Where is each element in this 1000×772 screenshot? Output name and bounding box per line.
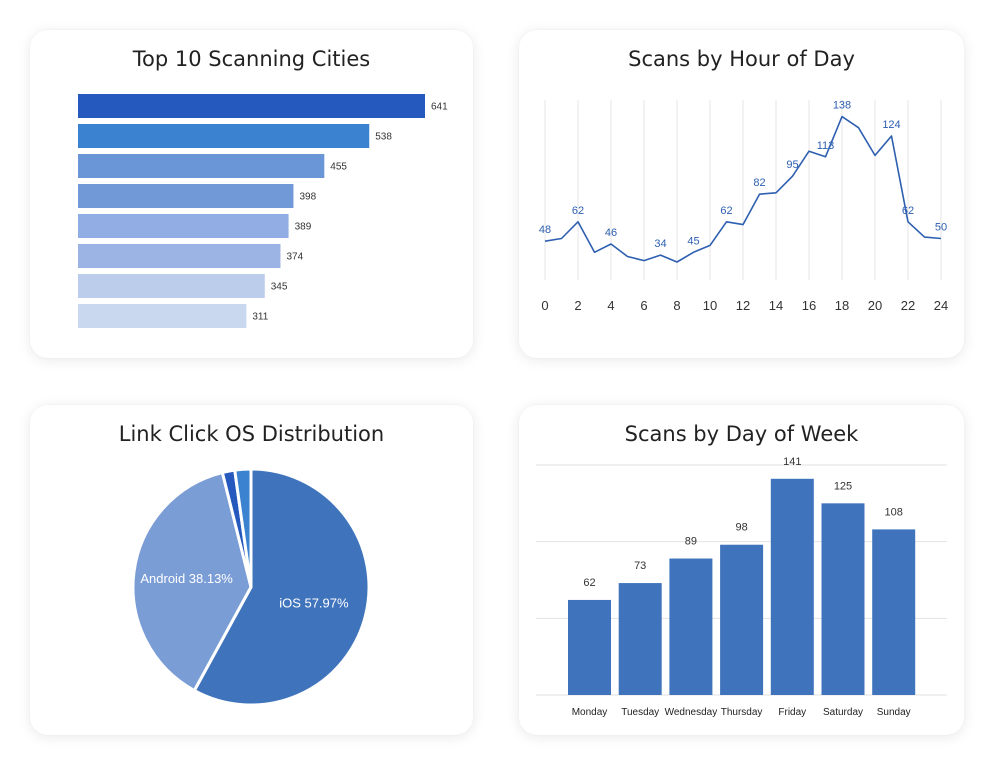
cities-card: Top 10 Scanning Cities 641 538 455 398 389 37… [30,30,473,358]
hour-tick-label: 16 [802,298,816,313]
city-bar-value: 374 [286,252,303,263]
city-bar [78,154,325,178]
week-bar [568,599,611,695]
cities-chart-title: Top 10 Scanning Cities [132,47,371,71]
week-bar-value: 89 [685,536,697,548]
week-bar-value: 108 [885,506,903,518]
week-category-label: Saturday [823,707,863,718]
week-category-label: Thursday [721,707,763,718]
os-slice-label: Android 38.13% [140,571,233,586]
week-bar [669,558,713,695]
week-bar [618,583,662,695]
hour-point-label: 48 [539,224,551,236]
hour-point-label: 95 [786,159,798,171]
week-bar-value: 98 [735,522,747,534]
week-bar-value: 125 [834,480,852,492]
os-pie-chart: iOS 57.97% Android 38.13% [131,467,371,707]
hour-card: Scans by Hour of Day 0 2 4 6 8 10 12 14 16 18 20 22… [519,30,964,358]
week-bar-value: 73 [634,560,646,572]
city-bar [78,214,289,238]
hour-tick-label: 14 [769,298,783,313]
city-bar-value: 455 [330,162,347,173]
hour-point-label: 45 [687,235,699,247]
hour-series-line [544,115,942,263]
hour-point-label: 113 [817,140,835,152]
hour-tick-label: 6 [640,298,647,313]
hour-tick-label: 10 [703,298,717,313]
city-bar-value: 641 [431,102,448,113]
week-category-label: Tuesday [621,707,659,718]
hour-tick-label: 4 [607,298,614,313]
city-bar [78,304,247,328]
week-chart-title: Scans by Day of Week [624,422,859,446]
os-card: Link Click OS Distribution iOS 57.97% And… [30,405,473,735]
os-pie-slice [131,471,253,693]
city-bar-value: 398 [299,192,316,203]
os-pie-slice [233,467,253,589]
week-bar [770,478,814,695]
cities-bar-chart: 641 538 455 398 389 374 345 311 [78,94,448,328]
week-category-label: Wednesday [665,707,718,718]
week-bar [821,503,865,695]
hour-tick-label: 0 [541,298,548,313]
week-bar-chart: 62 Monday 73 Tuesday 89 Wednesday 98 Thursday 14… [536,456,947,718]
hour-point-label: 62 [902,205,914,217]
hour-tick-label: 22 [901,298,915,313]
city-bar [78,184,294,208]
week-bar [872,529,916,695]
os-pie-slice [192,467,371,707]
hour-tick-label: 8 [673,298,680,313]
week-category-label: Monday [572,707,608,718]
city-bar [78,274,265,298]
hour-tick-label: 18 [835,298,849,313]
hour-point-label: 82 [753,177,765,189]
week-bar-value: 62 [583,577,595,589]
week-card: Scans by Day of Week 62 Monday 73 Tuesday 89… [519,405,964,735]
hour-tick-label: 20 [868,298,882,313]
hour-point-label: 46 [605,227,617,239]
week-bar-value: 141 [783,456,801,468]
city-bar [78,94,425,118]
week-category-label: Friday [778,707,806,718]
hour-chart-title: Scans by Hour of Day [628,47,855,71]
hour-tick-label: 2 [574,298,581,313]
city-bar [78,244,281,268]
week-bar [720,544,764,695]
os-chart-title: Link Click OS Distribution [118,422,385,446]
hour-point-label: 62 [720,205,732,217]
city-bar-value: 311 [252,312,268,323]
hour-point-label: 34 [654,238,666,250]
city-bar-value: 389 [295,222,312,233]
city-bar [78,124,370,148]
city-bar-value: 345 [271,282,288,293]
os-slice-label: iOS 57.97% [279,596,349,611]
hour-point-label: 124 [882,119,900,131]
hour-point-label: 50 [935,221,947,233]
city-bar-value: 538 [375,132,392,143]
hour-point-label: 62 [572,205,584,217]
hour-point-label: 138 [833,100,851,112]
hour-tick-label: 24 [934,298,948,313]
week-category-label: Sunday [877,707,911,718]
hour-tick-label: 12 [736,298,750,313]
